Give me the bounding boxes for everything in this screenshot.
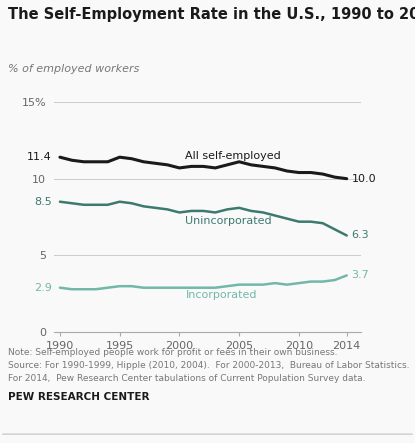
Text: 8.5: 8.5 <box>34 197 51 207</box>
Text: 2.9: 2.9 <box>34 283 51 293</box>
Text: All self-employed: All self-employed <box>186 151 281 161</box>
Text: 6.3: 6.3 <box>352 230 369 241</box>
Text: The Self-Employment Rate in the U.S., 1990 to 2014: The Self-Employment Rate in the U.S., 19… <box>8 7 415 22</box>
Text: 3.7: 3.7 <box>352 270 369 280</box>
Text: 10.0: 10.0 <box>352 174 376 184</box>
Text: Source: For 1990-1999, Hipple (2010, 2004).  For 2000-2013,  Bureau of Labor Sta: Source: For 1990-1999, Hipple (2010, 200… <box>8 361 410 370</box>
Text: PEW RESEARCH CENTER: PEW RESEARCH CENTER <box>8 392 150 402</box>
Text: 11.4: 11.4 <box>27 152 51 162</box>
Text: Unincorporated: Unincorporated <box>186 216 272 226</box>
Text: Incorporated: Incorporated <box>186 291 257 300</box>
Text: Note: Self-employed people work for profit or fees in their own business.: Note: Self-employed people work for prof… <box>8 348 338 357</box>
Text: For 2014,  Pew Research Center tabulations of Current Population Survey data.: For 2014, Pew Research Center tabulation… <box>8 374 366 383</box>
Text: % of employed workers: % of employed workers <box>8 64 140 74</box>
